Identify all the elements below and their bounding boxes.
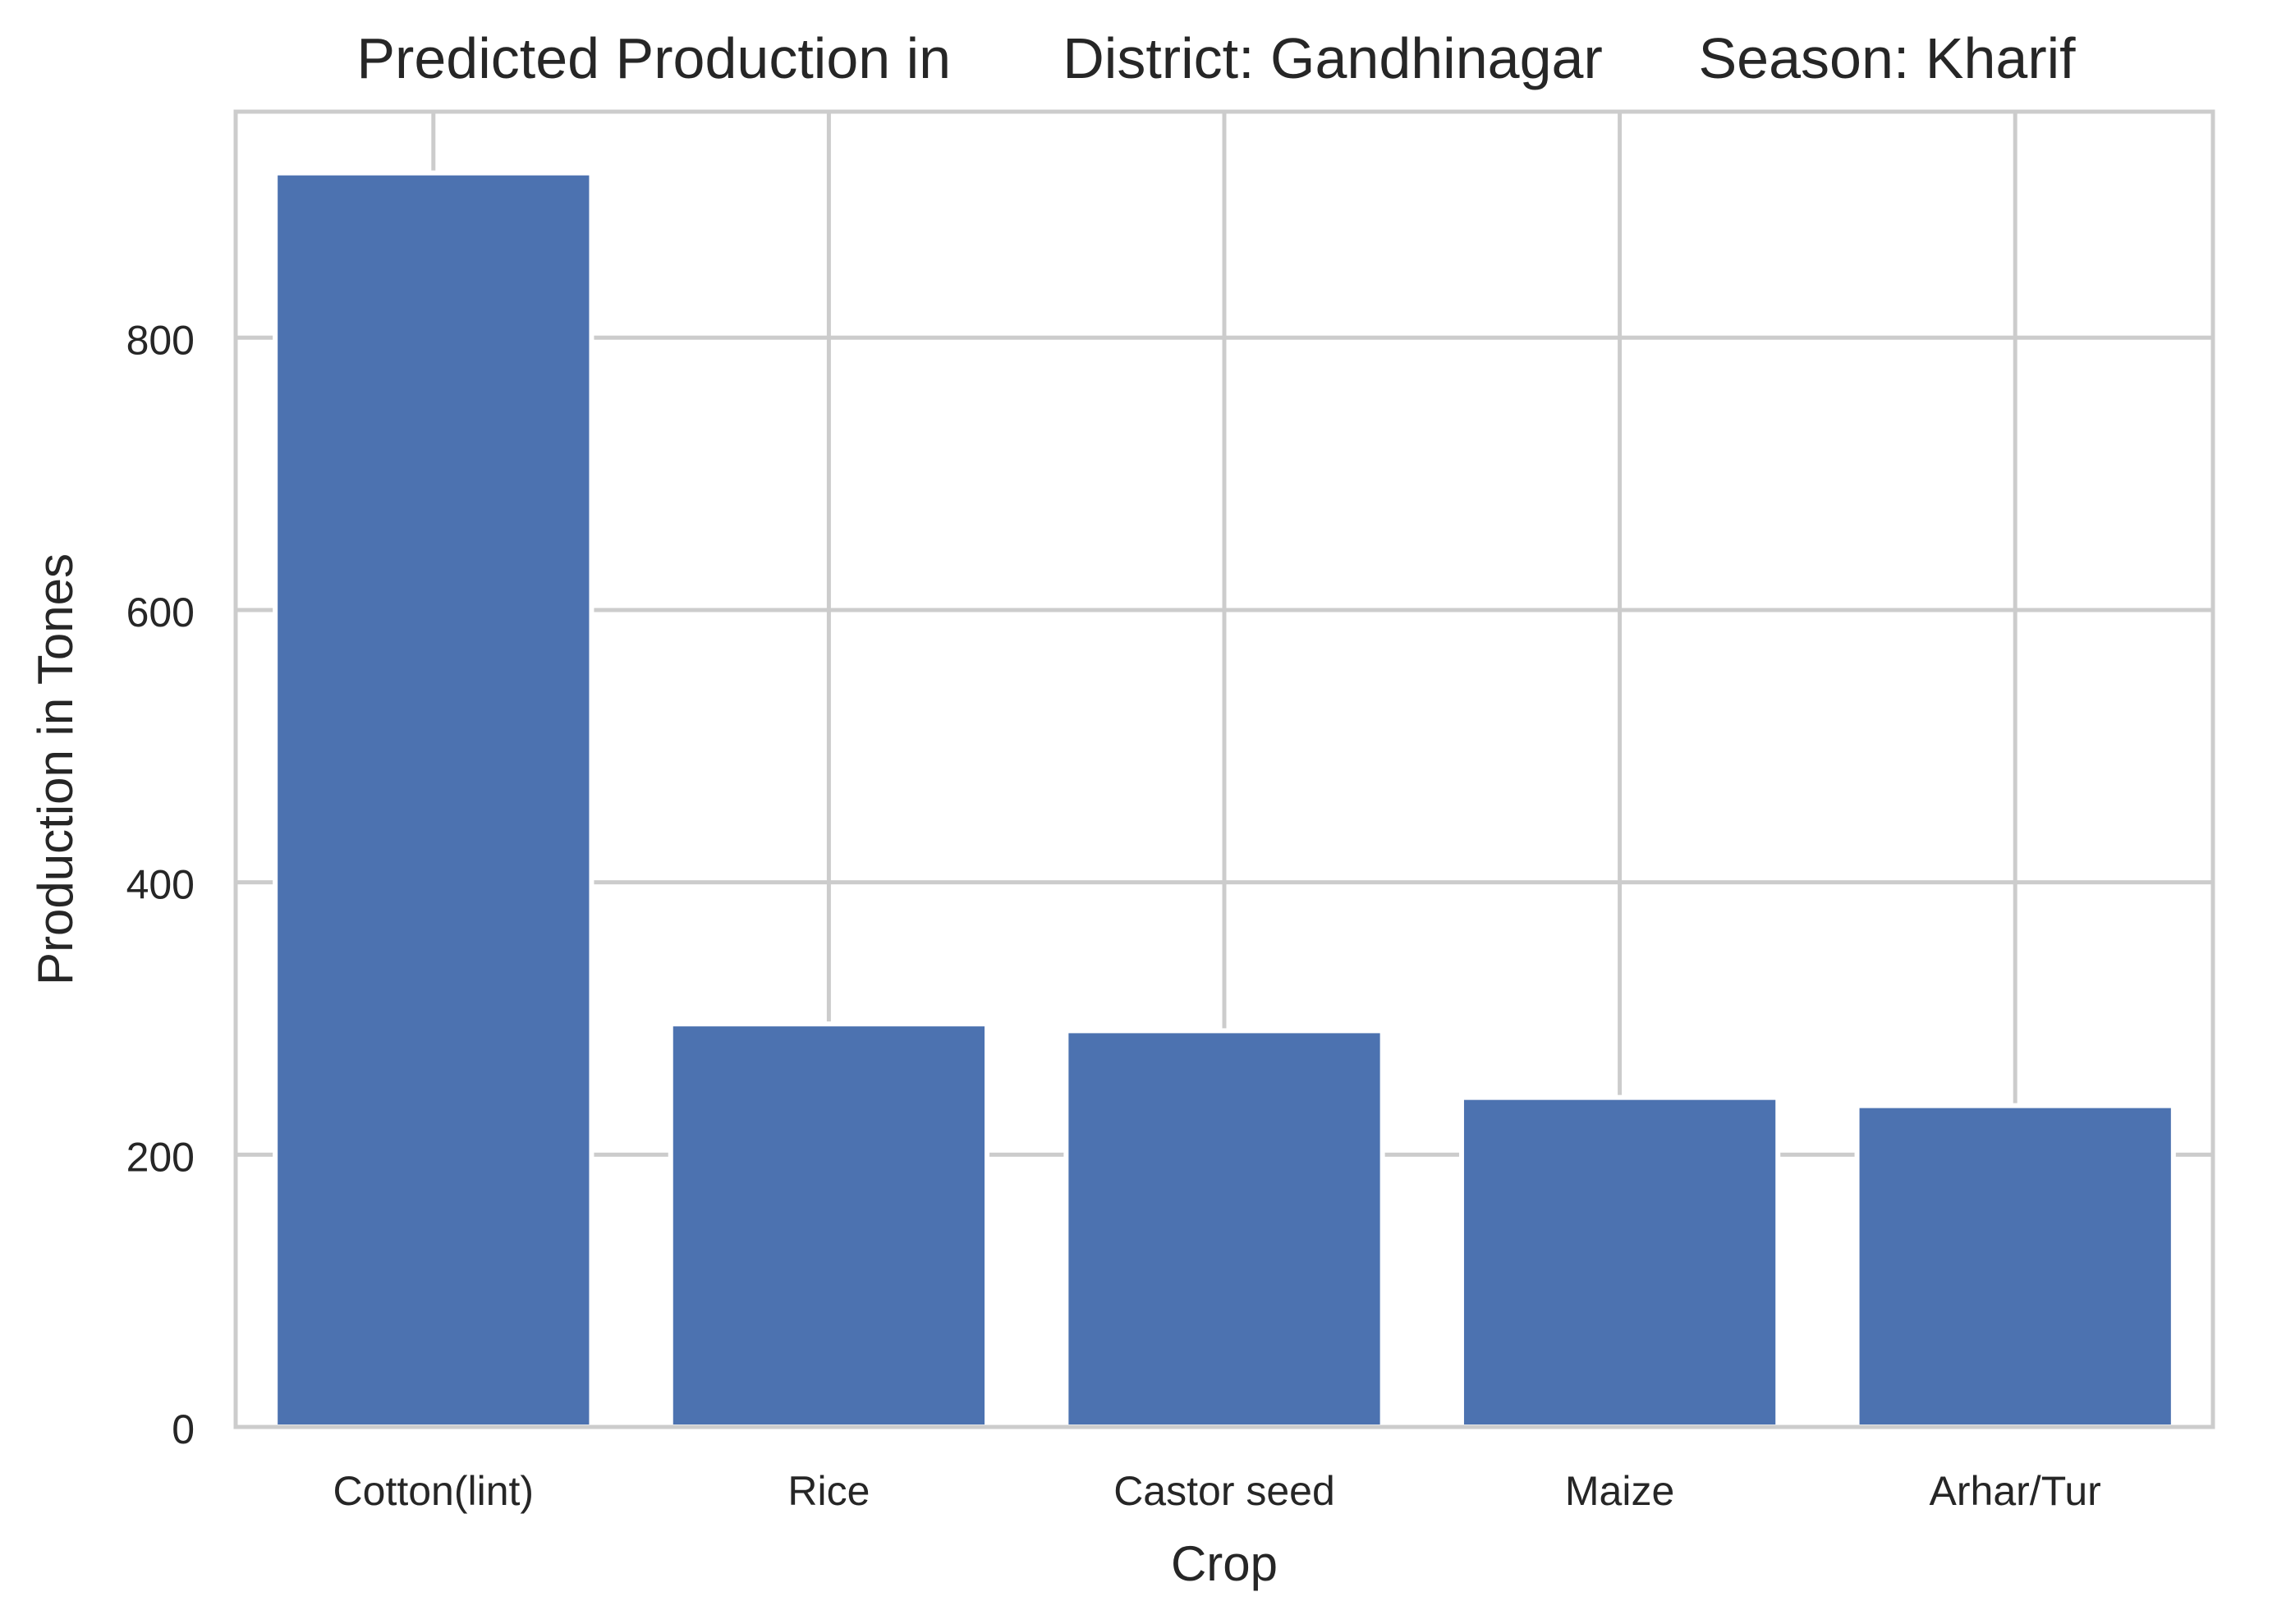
bar xyxy=(668,1021,990,1430)
y-tick-labels: 0 200 400 600 800 xyxy=(126,317,195,1452)
bar xyxy=(1063,1028,1385,1429)
y-tick-label: 0 xyxy=(172,1406,195,1452)
y-tick-label: 200 xyxy=(126,1134,195,1180)
x-tick-label: Maize xyxy=(1565,1468,1674,1514)
y-tick-label: 800 xyxy=(126,317,195,363)
x-tick-label: Arhar/Tur xyxy=(1930,1468,2101,1514)
x-axis-label: Crop xyxy=(1171,1536,1278,1591)
bar xyxy=(1854,1103,2176,1429)
x-tick-label: Cotton(lint) xyxy=(333,1468,535,1514)
y-tick-label: 400 xyxy=(126,862,195,908)
y-tick-label: 600 xyxy=(126,590,195,635)
chart-title: Predicted Production in District: Gandhi… xyxy=(356,26,2076,90)
bar xyxy=(273,170,594,1430)
x-tick-label: Castor seed xyxy=(1113,1468,1335,1514)
x-tick-labels: Cotton(lint) Rice Castor seed Maize Arhar/Tu… xyxy=(333,1468,2101,1514)
bar xyxy=(1458,1094,1781,1429)
y-axis-label: Production in Tones xyxy=(28,553,83,985)
plot-frame xyxy=(233,109,2215,1429)
x-tick-label: Rice xyxy=(787,1468,870,1514)
